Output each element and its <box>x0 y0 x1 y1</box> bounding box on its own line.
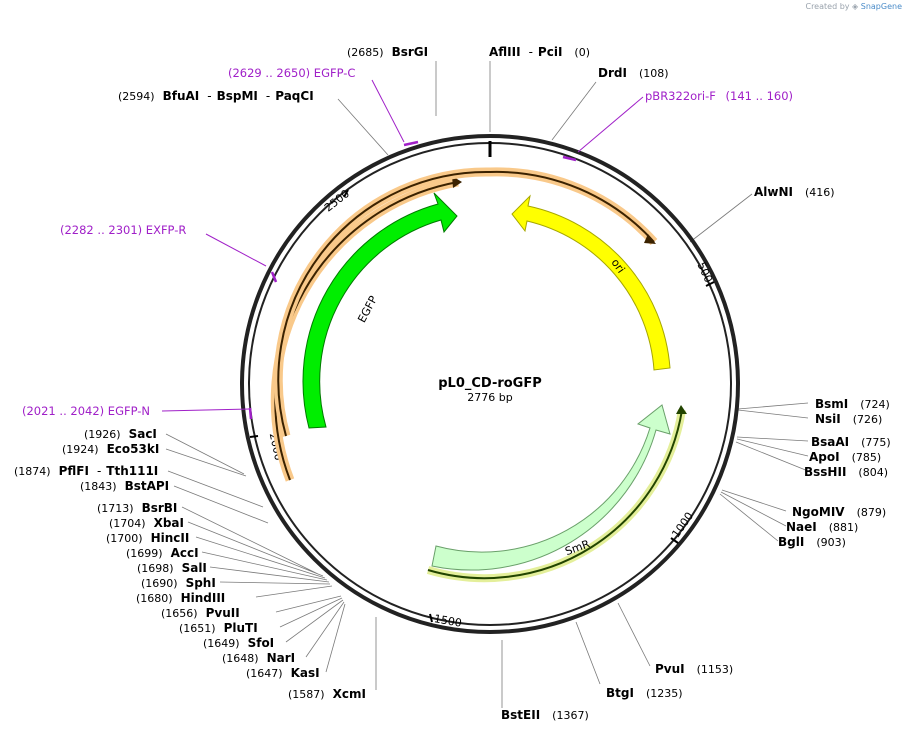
site-alwni[interactable]: AlwNI (416) <box>754 185 835 199</box>
site-bsrgi[interactable]: (2685) BsrGI <box>347 45 428 59</box>
feature-smr-arrow[interactable] <box>431 404 671 571</box>
site-afliii-pcii[interactable]: AflIII - PciI (0) <box>489 45 590 59</box>
site-pflfi-tth111i[interactable]: (1874) PflFI - Tth111I <box>14 464 158 478</box>
site-sali[interactable]: (1698) SalI <box>137 561 207 575</box>
tick-2000-mark <box>249 435 259 438</box>
site-nari[interactable]: (1648) NarI <box>222 651 295 665</box>
plasmid-name: pL0_CD-roGFP <box>438 376 542 391</box>
site-bsaai[interactable]: BsaAI (775) <box>811 435 891 449</box>
primer-leaders <box>161 79 644 412</box>
site-leader-lines <box>165 61 809 708</box>
tick-2500-mark <box>343 189 349 198</box>
orf-track-smr-strand <box>426 405 687 583</box>
site-naei[interactable]: NaeI (881) <box>786 520 858 534</box>
orf-track-outer <box>270 176 462 482</box>
tick-1000-mark <box>670 537 679 544</box>
feature-egfp-label: EGFP <box>355 293 380 325</box>
primer-pbr322ori-f-bar <box>562 155 577 162</box>
tick-500-label: 500 <box>694 260 715 285</box>
site-ngomiv[interactable]: NgoMIV (879) <box>792 505 886 519</box>
snapgene-credit: Created by ◈ SnapGene <box>805 2 902 11</box>
site-hindiii[interactable]: (1680) HindIII <box>136 591 225 605</box>
primer-egfp-n-bar <box>248 407 253 420</box>
site-bfuai-bspmi-paqci[interactable]: (2594) BfuAI - BspMI - PaqCI <box>118 89 314 103</box>
site-hincii[interactable]: (1700) HincII <box>106 531 189 545</box>
site-saci[interactable]: (1926) SacI <box>84 427 157 441</box>
site-drdi[interactable]: DrdI (108) <box>598 66 669 80</box>
site-xcmi[interactable]: (1587) XcmI <box>288 687 366 701</box>
tick-500-mark <box>705 281 715 287</box>
feature-egfp-arrow[interactable] <box>302 192 458 429</box>
site-pluti[interactable]: (1651) PluTI <box>179 621 258 635</box>
primer-exfp-r-label: (2282 .. 2301) EXFP-R <box>60 223 186 237</box>
site-bstapi[interactable]: (1843) BstAPI <box>80 479 169 493</box>
primer-pbr322ori-f-label: pBR322ori-F (141 .. 160) <box>645 89 793 103</box>
restriction-sites: (2685) BsrGI AflIII - PciI (0) DrdI (108) (25… <box>14 45 891 722</box>
site-sfoi[interactable]: (1649) SfoI <box>203 636 274 650</box>
site-pvui[interactable]: PvuI (1153) <box>655 662 733 676</box>
site-acci[interactable]: (1699) AccI <box>126 546 199 560</box>
site-kasi[interactable]: (1647) KasI <box>246 666 320 680</box>
site-btgi[interactable]: BtgI (1235) <box>606 686 683 700</box>
primer-egfp-n-label: (2021 .. 2042) EGFP-N <box>22 404 150 418</box>
primer-bars <box>248 140 577 420</box>
site-apoi[interactable]: ApoI (785) <box>809 450 881 464</box>
tick-1500-label: 1500 <box>433 612 463 630</box>
site-bsmi[interactable]: BsmI (724) <box>815 397 890 411</box>
site-nsii[interactable]: NsiI (726) <box>815 412 882 426</box>
site-eco53ki[interactable]: (1924) Eco53kI <box>62 442 159 456</box>
primer-egfp-c-label: (2629 .. 2650) EGFP-C <box>228 66 355 80</box>
feature-ori-arrow[interactable] <box>511 194 671 371</box>
site-sphi[interactable]: (1690) SphI <box>141 576 216 590</box>
site-xbai[interactable]: (1704) XbaI <box>109 516 184 530</box>
site-bsteii[interactable]: BstEII (1367) <box>501 708 589 722</box>
site-pvuii[interactable]: (1656) PvuII <box>161 606 240 620</box>
backbone-outer-ring <box>240 134 740 634</box>
primer-egfp-c-bar <box>403 140 419 147</box>
site-bsshii[interactable]: BssHII (804) <box>804 465 888 479</box>
site-bsrbi[interactable]: (1713) BsrBI <box>97 501 177 515</box>
tick-1500-mark <box>429 613 433 623</box>
plasmid-size: 2776 bp <box>467 391 512 404</box>
snapgene-icon: ◈ <box>852 2 859 11</box>
orf-track-mid <box>273 167 658 438</box>
site-bgli[interactable]: BglI (903) <box>778 535 846 549</box>
primer-exfp-r-bar <box>270 271 278 283</box>
